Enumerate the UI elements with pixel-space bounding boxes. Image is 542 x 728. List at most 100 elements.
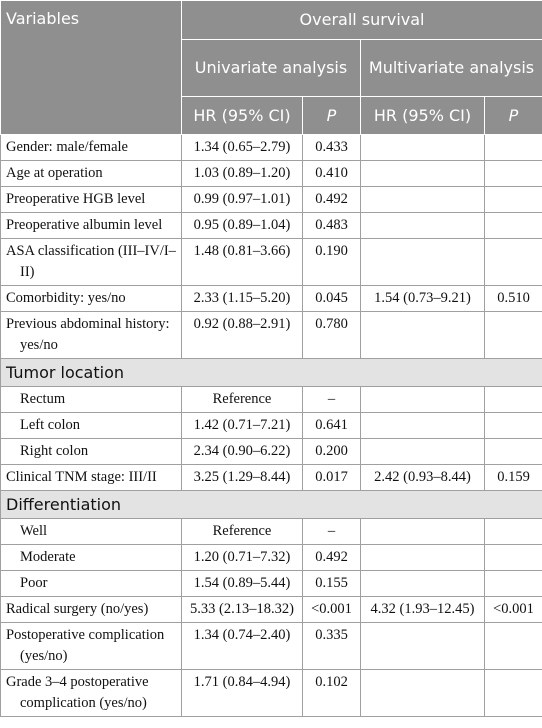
table-row: Left colon 1.42 (0.71–7.21) 0.641: [0, 412, 542, 439]
hr-univariate: 1.48 (0.81–3.66): [181, 238, 303, 286]
table-body: Gender: male/female 1.34 (0.65–2.79) 0.433…: [0, 134, 542, 717]
variable: Moderate: [0, 544, 182, 571]
table-row: Poor 1.54 (0.89–5.44) 0.155: [0, 570, 542, 597]
hr-multivariate: 4.32 (1.93–12.45): [360, 596, 485, 623]
empty-cell: [483, 518, 542, 545]
hr-header: HR (95% CI): [360, 96, 485, 135]
p-univariate: 0.492: [302, 544, 361, 571]
table-row: Clinical TNM stage: III/II 3.25 (1.29–8.4…: [0, 464, 542, 491]
hr-univariate: 1.34 (0.65–2.79): [181, 134, 303, 161]
empty-cell: [483, 160, 542, 187]
empty-cell: [483, 186, 542, 213]
variable: Radical surgery (no/yes): [0, 596, 182, 623]
empty-cell: [483, 412, 542, 439]
empty-cell: [360, 238, 485, 286]
table-row: Right colon 2.34 (0.90–6.22) 0.200: [0, 438, 542, 465]
section-label: Differentiation: [0, 490, 542, 519]
empty-cell: [483, 238, 542, 286]
empty-cell: [483, 622, 542, 670]
p-header: P: [483, 96, 542, 135]
p-univariate: 0.483: [302, 212, 361, 239]
empty-cell: [360, 438, 485, 465]
variable: ASA classification (III–IV/I–II): [0, 238, 182, 286]
table-header: Variables Overall survival Univariate an…: [0, 0, 542, 135]
table-row: Preoperative albumin level 0.95 (0.89–1.0…: [0, 212, 542, 239]
section-label: Tumor location: [0, 358, 542, 387]
empty-cell: [360, 311, 485, 359]
empty-cell: [360, 134, 485, 161]
variable: Poor: [0, 570, 182, 597]
variable: Rectum: [0, 386, 182, 413]
table-row: ASA classification (III–IV/I–II) 1.48 (0.…: [0, 238, 542, 286]
hr-univariate: 1.03 (0.89–1.20): [181, 160, 303, 187]
hr-univariate: 0.92 (0.88–2.91): [181, 311, 303, 359]
p-univariate: 0.200: [302, 438, 361, 465]
hr-univariate: 1.42 (0.71–7.21): [181, 412, 303, 439]
variable: Gender: male/female: [0, 134, 182, 161]
table-row: Grade 3–4 postoperative complication (ye…: [0, 669, 542, 717]
empty-cell: [483, 311, 542, 359]
p-univariate: 0.190: [302, 238, 361, 286]
hr-multivariate: 1.54 (0.73–9.21): [360, 285, 485, 312]
hr-multivariate: 2.42 (0.93–8.44): [360, 464, 485, 491]
p-univariate: 0.102: [302, 669, 361, 717]
p-univariate: 0.433: [302, 134, 361, 161]
section-row: Differentiation: [0, 490, 542, 519]
hr-univariate: 2.33 (1.15–5.20): [181, 285, 303, 312]
p-univariate: 0.335: [302, 622, 361, 670]
hr-univariate: 0.99 (0.97–1.01): [181, 186, 303, 213]
hr-univariate: Reference: [181, 518, 303, 545]
p-multivariate: 0.510: [483, 285, 542, 312]
multivariate-header: Multivariate analysis: [359, 39, 542, 97]
table-row: Preoperative HGB level 0.99 (0.97–1.01) 0.…: [0, 186, 542, 213]
p-univariate: <0.001: [302, 596, 361, 623]
empty-cell: [360, 386, 485, 413]
hr-univariate: 0.95 (0.89–1.04): [181, 212, 303, 239]
p-univariate: 0.045: [302, 285, 361, 312]
hr-univariate: 1.71 (0.84–4.94): [181, 669, 303, 717]
variable: Postoperative complication (yes/no): [0, 622, 182, 670]
empty-cell: [483, 212, 542, 239]
p-multivariate: 0.159: [483, 464, 542, 491]
hr-univariate: 5.33 (2.13–18.32): [181, 596, 303, 623]
empty-cell: [360, 544, 485, 571]
empty-cell: [360, 570, 485, 597]
empty-cell: [360, 160, 485, 187]
hr-univariate: 3.25 (1.29–8.44): [181, 464, 303, 491]
p-univariate: 0.155: [302, 570, 361, 597]
empty-cell: [483, 134, 542, 161]
p-header: P: [302, 96, 361, 135]
hr-univariate: 1.34 (0.74–2.40): [181, 622, 303, 670]
p-univariate: 0.641: [302, 412, 361, 439]
empty-cell: [360, 186, 485, 213]
variable: Right colon: [0, 438, 182, 465]
hr-univariate: Reference: [181, 386, 303, 413]
variable: Clinical TNM stage: III/II: [0, 464, 182, 491]
overall-survival-header: Overall survival: [180, 0, 542, 40]
empty-cell: [360, 518, 485, 545]
variable: Comorbidity: yes/no: [0, 285, 182, 312]
empty-cell: [483, 544, 542, 571]
table-row: Well Reference –: [0, 518, 542, 545]
variable: Preoperative HGB level: [0, 186, 182, 213]
p-multivariate: <0.001: [483, 596, 542, 623]
variable: Previous abdominal history: yes/no: [0, 311, 182, 359]
table-row: Rectum Reference –: [0, 386, 542, 413]
table-row: Previous abdominal history: yes/no 0.92 (…: [0, 311, 542, 359]
section-row: Tumor location: [0, 358, 542, 387]
table-row: Postoperative complication (yes/no) 1.34 …: [0, 622, 542, 670]
table-row: Moderate 1.20 (0.71–7.32) 0.492: [0, 544, 542, 571]
variable: Grade 3–4 postoperative complication (ye…: [0, 669, 182, 717]
empty-cell: [360, 412, 485, 439]
empty-cell: [360, 212, 485, 239]
p-univariate: 0.780: [302, 311, 361, 359]
hr-univariate: 1.54 (0.89–5.44): [181, 570, 303, 597]
hr-univariate: 1.20 (0.71–7.32): [181, 544, 303, 571]
hr-header: HR (95% CI): [181, 96, 303, 135]
p-univariate: 0.410: [302, 160, 361, 187]
p-univariate: 0.017: [302, 464, 361, 491]
p-univariate: –: [302, 386, 361, 413]
variable: Age at operation: [0, 160, 182, 187]
empty-cell: [360, 669, 485, 717]
